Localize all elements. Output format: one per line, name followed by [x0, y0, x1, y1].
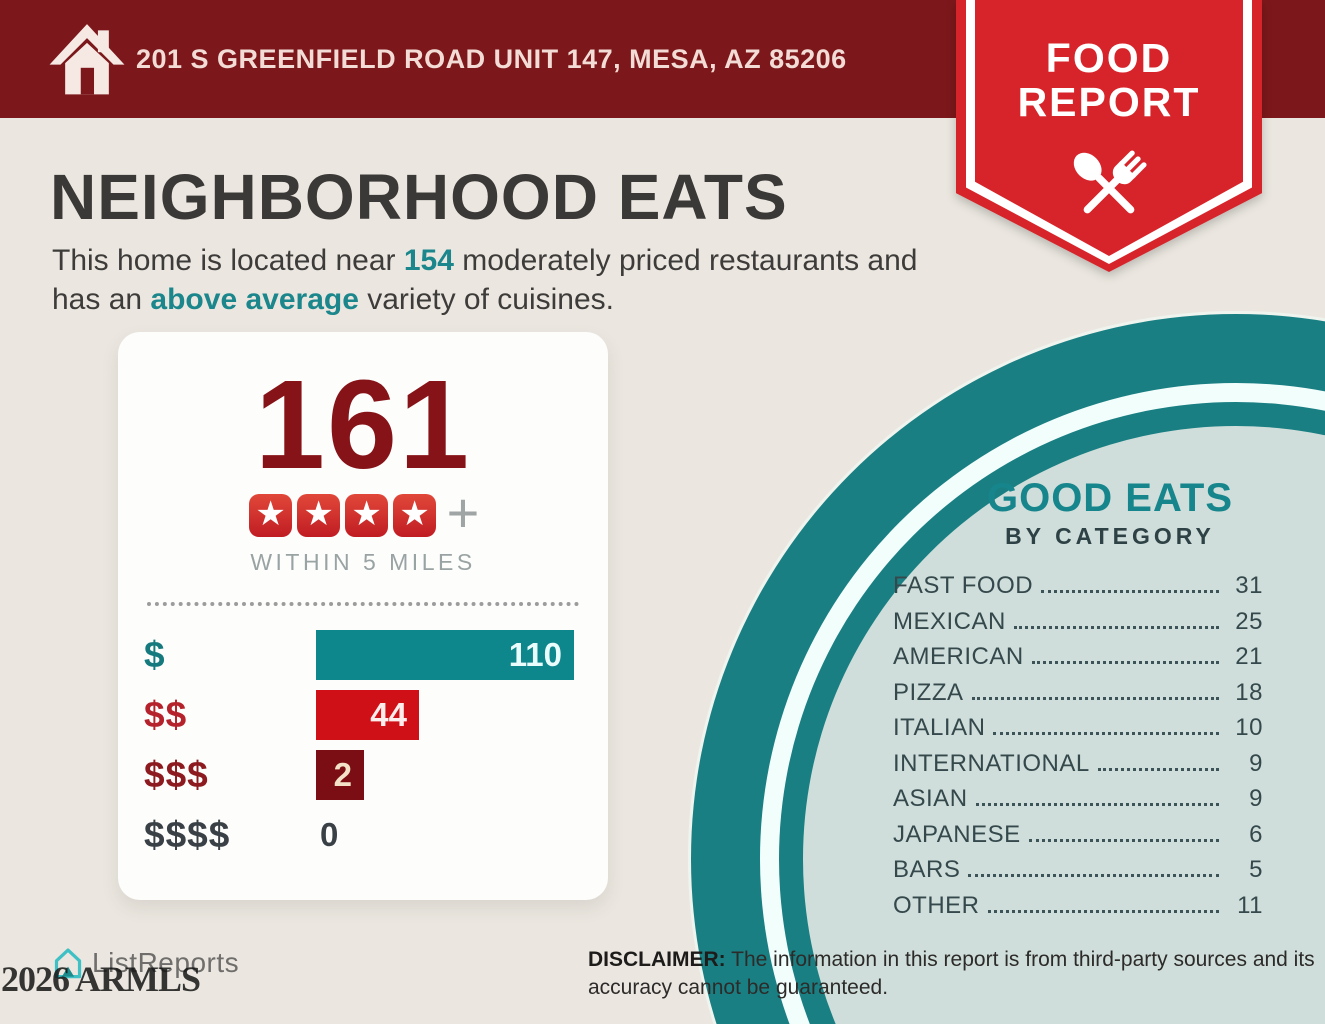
price-bar-value: 0 [320, 816, 339, 853]
price-bar: 2 [316, 750, 364, 800]
category-label: FAST FOOD [893, 572, 1034, 599]
disclaimer-text: DISCLAIMER: The information in this repo… [588, 946, 1325, 1003]
category-row: PIZZA 18 [893, 679, 1263, 715]
category-row: ITALIAN 10 [893, 714, 1263, 750]
category-label: INTERNATIONAL [893, 749, 1090, 777]
category-value: 9 [1249, 749, 1263, 777]
category-row: AMERICAN 21 [893, 643, 1263, 679]
category-row: JAPANESE 6 [893, 821, 1263, 857]
property-address: 201 S GREENFIELD ROAD UNIT 147, MESA, AZ… [136, 43, 847, 74]
home-icon [49, 24, 125, 95]
category-list: FAST FOOD 31 MEXICAN 25 AMERICAN 21 PIZZA 18… [893, 572, 1263, 927]
disclaimer-line1: The information in this report is from t… [725, 948, 1315, 971]
price-bar-row: $ 110 [144, 630, 608, 680]
leader-dots [968, 874, 1219, 877]
category-value: 11 [1237, 891, 1263, 919]
ribbon-title-line1: FOOD [1045, 35, 1173, 81]
leader-dots [1013, 625, 1219, 629]
category-value: 25 [1235, 607, 1263, 635]
category-label: ASIAN [893, 785, 968, 812]
category-value: 6 [1249, 820, 1263, 848]
category-label: BARS [893, 856, 961, 883]
good-eats-subtitle: BY CATEGORY [1005, 523, 1215, 549]
category-value: 10 [1235, 714, 1263, 741]
page-title: NEIGHBORHOOD EATS [50, 161, 788, 233]
category-value: 5 [1249, 856, 1263, 883]
intro-line2-pre: has an [52, 283, 151, 316]
star-rating: ★ ★ ★ ★ + [118, 484, 608, 540]
category-value: 9 [1249, 785, 1263, 812]
dotted-divider [147, 602, 579, 606]
category-row: OTHER 11 [893, 892, 1263, 928]
price-bar-row: $$$ 2 [144, 750, 608, 800]
star-icon: ★ [393, 494, 437, 537]
category-label: JAPANESE [893, 820, 1021, 848]
listreports-logo: ListReports [50, 944, 239, 982]
ribbon-title-line2: REPORT [1017, 79, 1201, 125]
price-level-label: $ [144, 634, 166, 675]
leader-dots [987, 909, 1219, 913]
price-level-label: $$$ [144, 754, 209, 795]
restaurant-summary-card: 161 ★ ★ ★ ★ + WITHIN 5 MILES $ 110 $$ 44 $$$… [118, 332, 608, 900]
restaurant-count-highlight: 154 [403, 244, 454, 277]
leader-dots [975, 803, 1219, 806]
category-row: BARS 5 [893, 856, 1263, 892]
price-bar-value: 2 [333, 756, 352, 793]
category-row: ASIAN 9 [893, 785, 1263, 821]
leader-dots [971, 696, 1219, 700]
plus-icon: + [446, 480, 480, 544]
price-bar: 44 [316, 690, 419, 740]
price-level-label: $$ [144, 694, 188, 735]
armls-watermark: 2026 ARMLS [1, 959, 201, 999]
price-bar: 0 [316, 810, 338, 860]
leader-dots [1041, 590, 1219, 593]
category-row: MEXICAN 25 [893, 608, 1263, 644]
price-bar-row: $$$$ 0 [144, 810, 608, 860]
radius-label: WITHIN 5 MILES [250, 549, 476, 575]
listreports-logo-text: ListReports [92, 947, 240, 978]
variety-highlight: above average [150, 283, 359, 316]
category-label: OTHER [893, 891, 980, 919]
leader-dots [1028, 838, 1219, 842]
category-label: MEXICAN [893, 607, 1006, 635]
price-bar-value: 44 [370, 696, 407, 733]
leader-dots [1097, 767, 1219, 771]
price-bar-row: $$ 44 [144, 690, 608, 740]
intro-line1-pre: This home is located near [52, 244, 404, 277]
intro-line1-post: moderately priced restaurants and [453, 244, 918, 277]
intro-text: This home is located near 154 moderately… [52, 241, 918, 319]
spoon-fork-icon [1073, 150, 1147, 214]
price-bar-value: 110 [508, 636, 562, 673]
category-label: ITALIAN [893, 714, 986, 741]
category-row: FAST FOOD 31 [893, 572, 1263, 608]
intro-line2-post: variety of cuisines. [358, 283, 614, 316]
category-value: 21 [1235, 643, 1263, 670]
leader-dots [1031, 661, 1219, 664]
category-label: AMERICAN [893, 643, 1024, 670]
category-value: 31 [1235, 572, 1263, 599]
listreports-house-icon [54, 948, 82, 979]
star-icon: ★ [249, 494, 293, 537]
price-level-bar-chart: $ 110 $$ 44 $$$ 2 $$$$ 0 [118, 630, 608, 860]
star-icon: ★ [297, 494, 341, 537]
category-value: 18 [1235, 678, 1263, 706]
disclaimer-label: DISCLAIMER: [588, 948, 726, 971]
food-report-ribbon: FOOD REPORT [956, 0, 1262, 272]
price-level-label: $$$$ [144, 814, 231, 855]
total-restaurant-count: 161 [254, 354, 472, 495]
disclaimer-line2: accuracy cannot be guaranteed. [588, 976, 889, 1000]
category-label: PIZZA [893, 678, 964, 706]
category-row: INTERNATIONAL 9 [893, 750, 1263, 786]
leader-dots [993, 732, 1219, 735]
good-eats-title: GOOD EATS [986, 476, 1234, 520]
price-bar: 110 [316, 630, 574, 680]
star-icon: ★ [345, 494, 389, 537]
